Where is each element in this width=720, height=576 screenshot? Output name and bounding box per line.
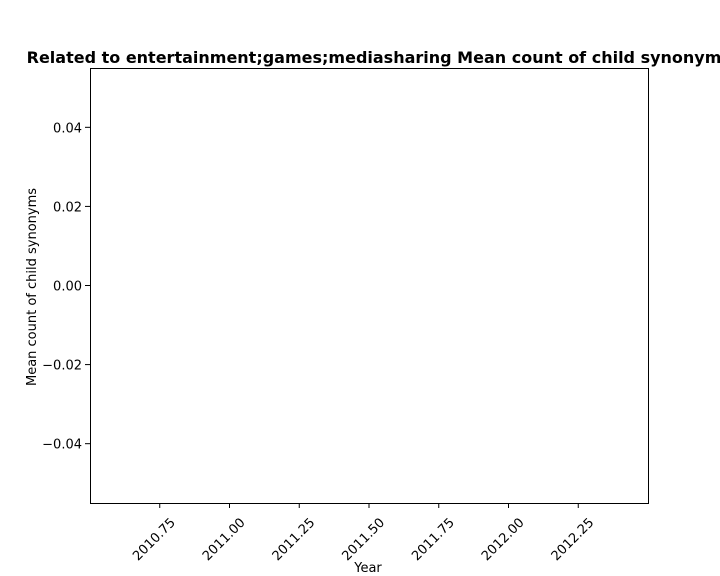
chart-title: Related to entertainment;games;mediashar… xyxy=(27,48,720,67)
y-axis-label: Mean count of child synonyms xyxy=(25,188,40,386)
x-tick-label: 2010.75 xyxy=(130,515,179,564)
x-axis-ticks: 2010.75 2011.00 2011.25 2011.50 2011.75 2012.… xyxy=(130,503,597,564)
x-tick-label: 2011.25 xyxy=(270,515,319,564)
y-axis-ticks: 0.04 0.02 0.00 −0.02 −0.04 xyxy=(42,121,90,453)
x-tick-label: 2011.75 xyxy=(409,515,458,564)
x-tick-label: 2011.50 xyxy=(339,515,388,564)
plot-area xyxy=(90,68,649,504)
x-tick-label: 2012.00 xyxy=(479,515,528,564)
x-tick-label: 2012.25 xyxy=(549,515,598,564)
y-tick-label: 0.02 xyxy=(53,200,82,215)
y-tick-label: 0.00 xyxy=(53,280,82,295)
y-tick-label: −0.02 xyxy=(42,359,82,374)
x-axis-label: Year xyxy=(353,561,382,576)
y-tick-label: −0.04 xyxy=(42,438,82,453)
y-tick-label: 0.04 xyxy=(53,121,82,136)
x-tick-label: 2011.00 xyxy=(200,515,249,564)
